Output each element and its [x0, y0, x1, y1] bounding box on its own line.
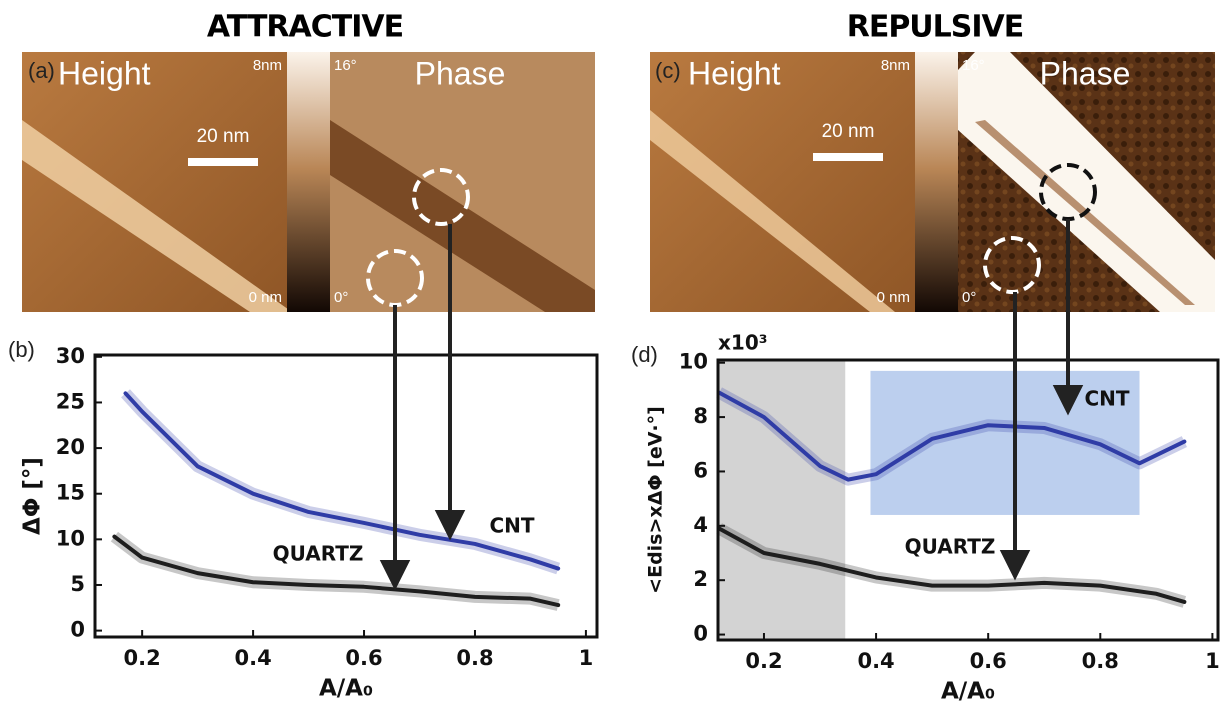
y-multiplier: x10³	[718, 331, 768, 355]
scale-bar-label: 20 nm	[822, 121, 875, 142]
series-label: QUARTZ	[905, 535, 996, 559]
nanotube	[650, 110, 895, 312]
series-label: CNT	[489, 514, 534, 538]
x-tick-label: 0.8	[456, 646, 493, 670]
y-tick-label: 5	[70, 572, 85, 596]
scale-bar-label: 20 nm	[197, 126, 250, 147]
nanotube	[22, 120, 292, 312]
afm-panel-c: (c) Height 8nm 0 nm 20 nm 16° 0° Phase	[650, 52, 1215, 312]
panel-label: (d)	[631, 342, 658, 367]
y-tick-label: 10	[679, 350, 708, 374]
height-image	[650, 52, 915, 312]
arrows	[379, 219, 1084, 591]
series-label: CNT	[1084, 387, 1129, 411]
arrow-head	[434, 510, 466, 541]
x-tick-label: 0.4	[857, 649, 894, 673]
series-line	[123, 391, 561, 571]
phase-min: 0°	[334, 289, 348, 306]
colorbar	[287, 52, 330, 312]
phase-max: 16°	[962, 57, 985, 74]
series-line	[717, 526, 1187, 604]
panel-label: (c)	[655, 58, 681, 83]
y-tick-label: 0	[70, 618, 85, 642]
arrow-head	[379, 560, 411, 591]
height-min: 0 nm	[249, 289, 282, 306]
x-tick-label: 0.2	[745, 649, 782, 673]
nanotube-phase	[958, 52, 1215, 312]
y-tick-label: 10	[56, 526, 85, 550]
x-tick-label: 0.6	[970, 649, 1007, 673]
height-min: 0 nm	[877, 289, 910, 306]
x-axis-label: A/A₀	[319, 676, 373, 702]
afm-panel-a: (a) Height 8nm 0 nm 20 nm 16° 0° Phase	[22, 52, 595, 312]
panel-label: (b)	[8, 337, 35, 362]
y-tick-label: 30	[56, 344, 85, 368]
y-tick-label: 2	[693, 567, 708, 591]
y-tick-label: 15	[56, 481, 85, 505]
height-label: Height	[688, 55, 781, 91]
x-tick-label: 1	[579, 646, 594, 670]
series-line	[112, 534, 561, 608]
height-max: 8nm	[881, 57, 910, 74]
plot-frame	[93, 353, 599, 639]
height-label: Height	[58, 55, 151, 91]
phase-label: Phase	[1040, 55, 1131, 91]
x-axis-label: A/A₀	[941, 679, 995, 705]
series-label: QUARTZ	[273, 542, 364, 566]
shaded-region	[718, 360, 846, 640]
phase-max: 16°	[334, 57, 357, 74]
section-title: ATTRACTIVE	[207, 10, 403, 45]
y-tick-label: 8	[693, 404, 708, 428]
phase-label: Phase	[415, 55, 506, 91]
x-tick-label: 0.2	[124, 646, 161, 670]
x-tick-label: 0.8	[1082, 649, 1119, 673]
x-tick-label: 0.6	[345, 646, 382, 670]
probe-circle	[412, 168, 470, 226]
arrow-head	[1052, 385, 1084, 416]
y-tick-label: 4	[693, 513, 708, 537]
x-tick-label: 0.4	[234, 646, 271, 670]
y-axis-label: <Edis>xΔΦ [eV·°]	[645, 406, 667, 594]
y-tick-label: 6	[693, 458, 708, 482]
height-max: 8nm	[253, 57, 282, 74]
colorbar	[915, 52, 958, 312]
scale-bar	[813, 153, 883, 161]
probe-circle	[983, 236, 1041, 294]
x-tick-label: 1	[1205, 649, 1220, 673]
phase-min: 0°	[962, 289, 976, 306]
section-title: REPULSIVE	[847, 10, 1024, 45]
series-line	[717, 390, 1187, 482]
plot-frame	[716, 358, 1220, 642]
y-tick-label: 25	[56, 389, 85, 413]
arrow-head	[999, 550, 1031, 581]
y-axis-label: ΔΦ [°]	[20, 457, 46, 535]
scale-bar	[188, 158, 258, 166]
y-tick-label: 20	[56, 435, 85, 459]
panel-label: (a)	[28, 58, 55, 83]
y-tick-label: 0	[693, 622, 708, 646]
